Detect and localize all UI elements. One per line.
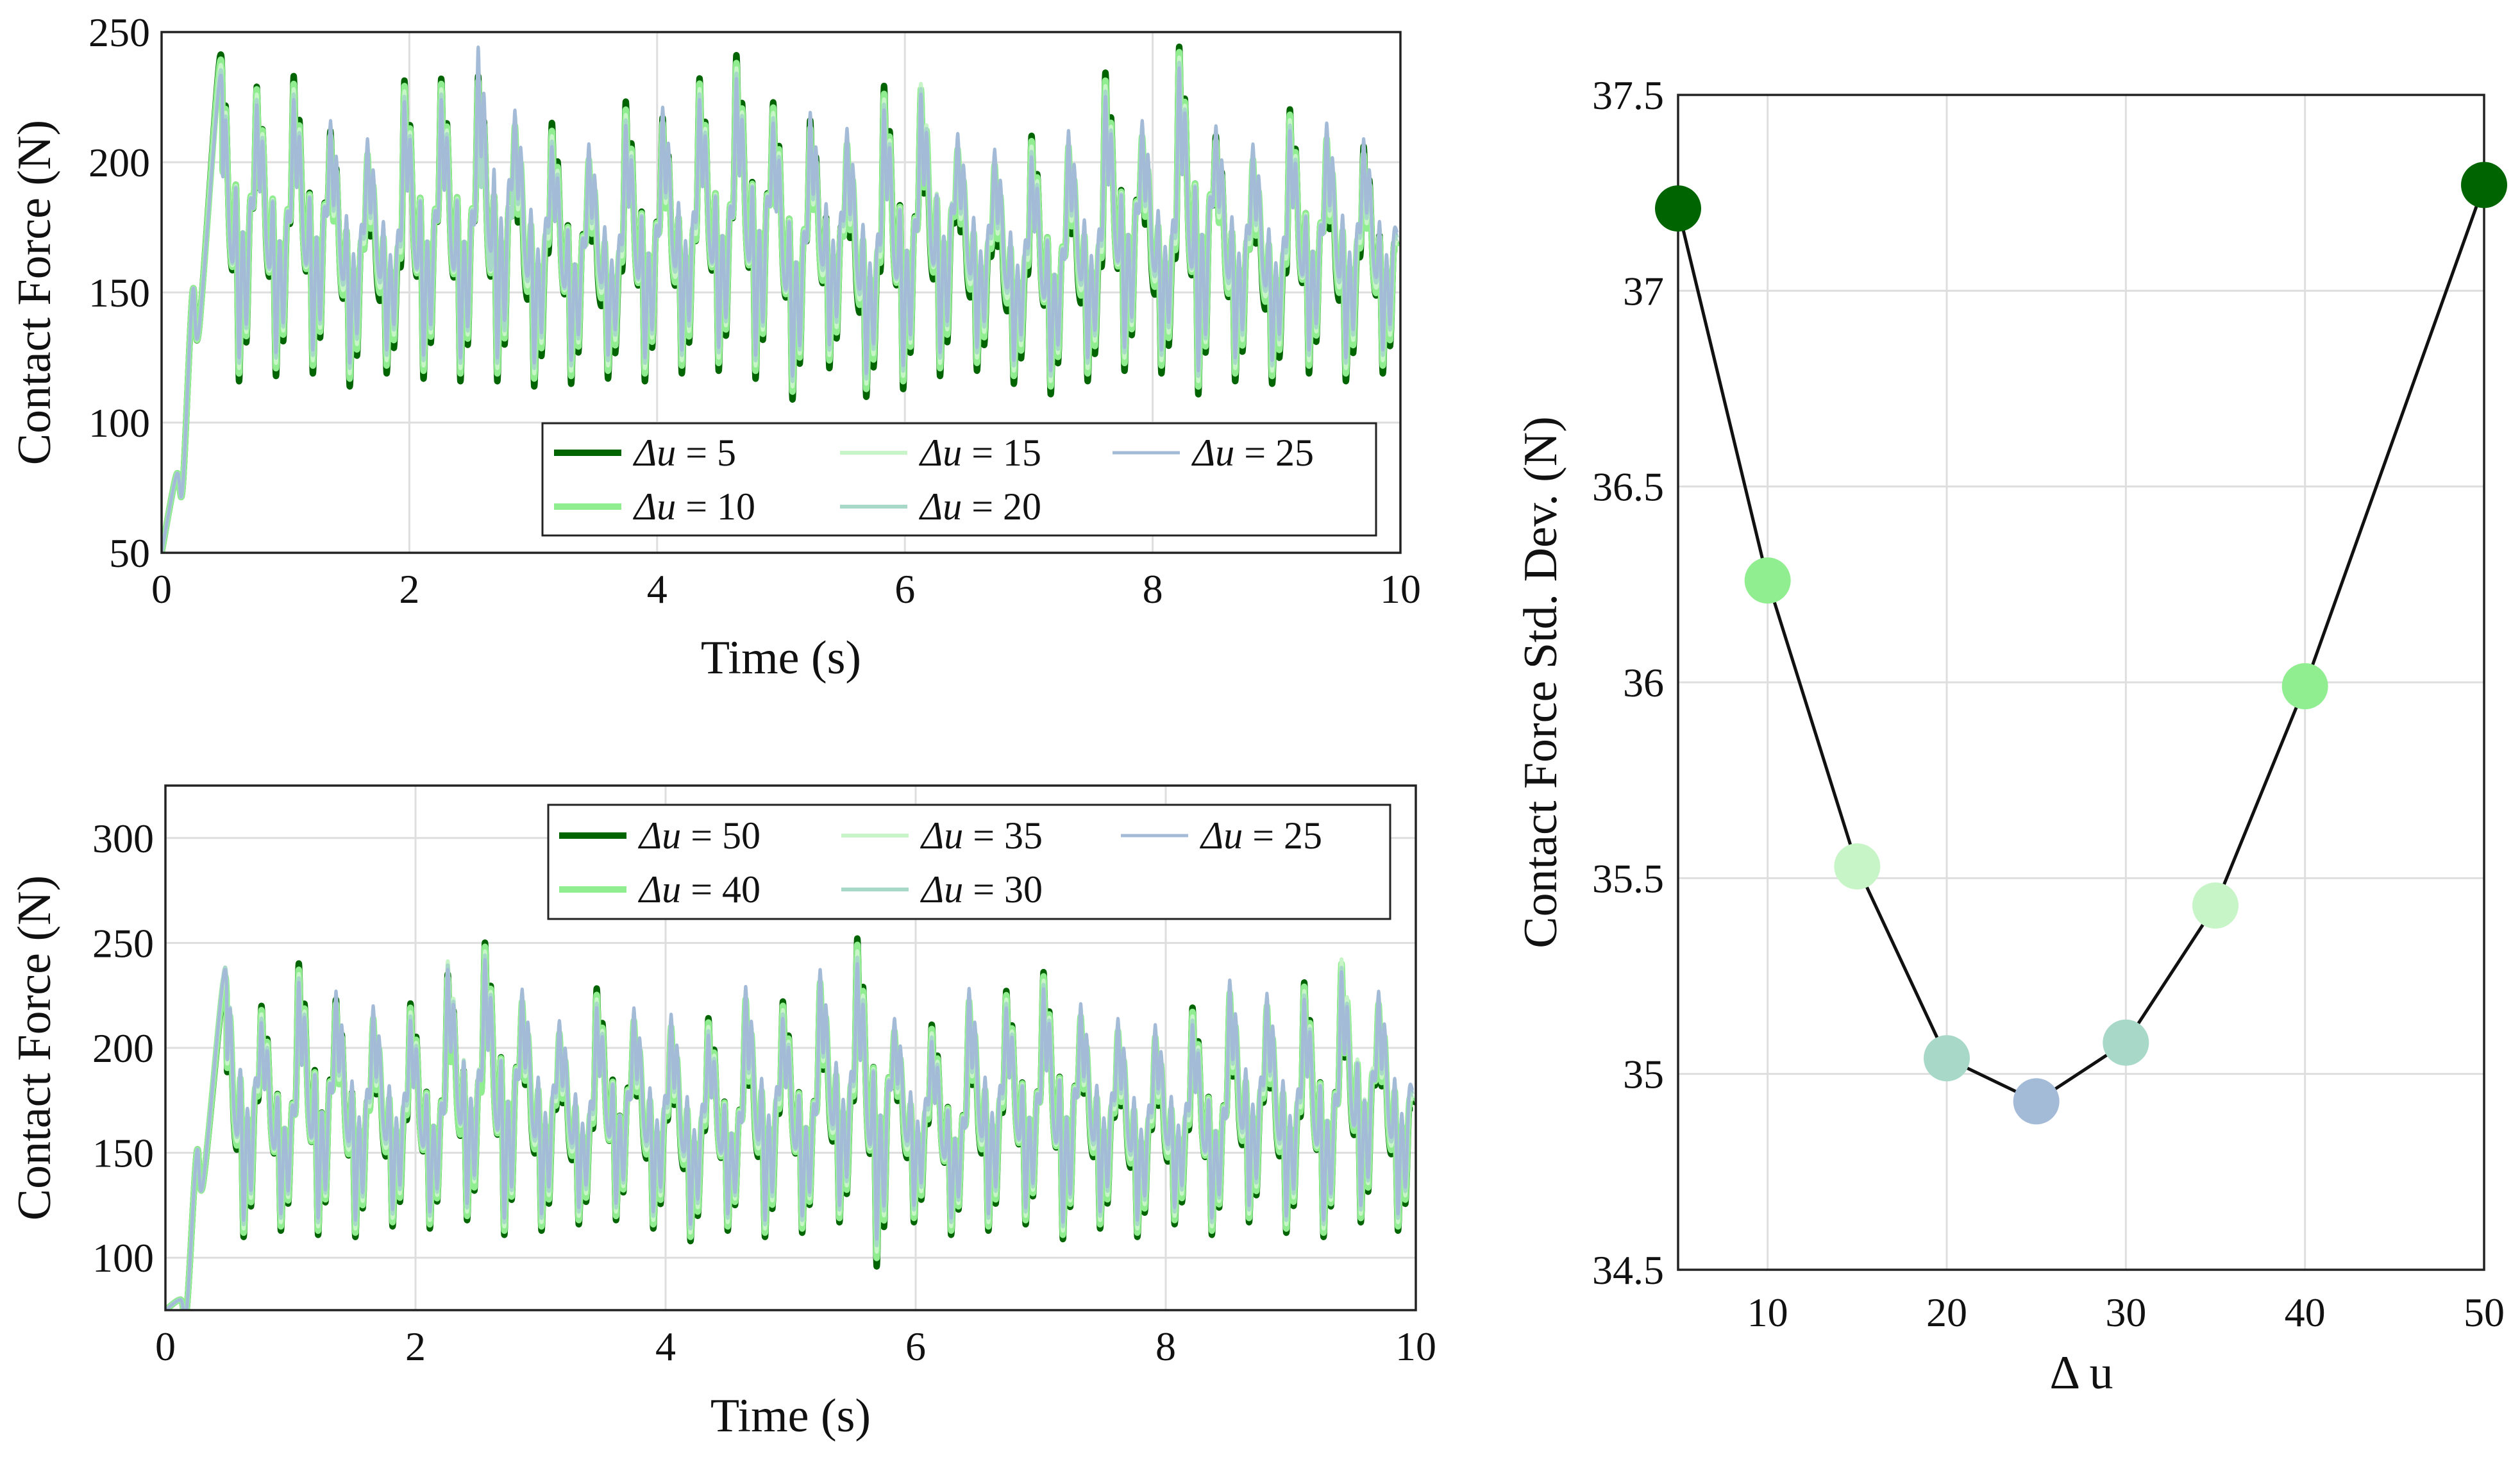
legend-label: Δu = 15 [919,432,1041,474]
x-tick-label: 8 [1143,566,1163,612]
y-axis-label: Contact Force Std. Dev. (N) [1515,416,1567,948]
data-point-0 [1655,185,1701,232]
y-tick-label: 35 [1623,1052,1664,1097]
axes-frame [160,31,1402,554]
x-tick-label: 10 [1747,1290,1788,1335]
x-tick-label: 4 [647,566,668,612]
legend: Δu = 5 Δu = 10 Δu = 15 Δu = 20 Δu = 25 [541,422,1377,537]
legend-label: Δu = 35 [920,814,1043,857]
x-tick-label: 20 [1926,1290,1967,1335]
series-line-4 [162,46,1399,553]
y-tick-label: 36 [1623,660,1664,705]
x-tick-labels: 0 2 4 6 8 10 [155,1324,1436,1369]
y-tick-label: 250 [88,10,150,55]
x-tick-label: 10 [1380,566,1421,612]
x-tick-label: 2 [399,566,419,612]
legend-label: Δu = 20 [919,485,1041,528]
legend-label: Δu = 50 [638,814,760,857]
series-group [162,44,1400,553]
x-tick-label: 10 [1395,1324,1436,1369]
legend-label: Δu = 40 [638,868,760,911]
data-point-7 [2281,663,2328,710]
legend-label: Δu = 10 [633,485,755,528]
y-tick-label: 35.5 [1592,855,1664,901]
data-points [1655,162,2507,1125]
legend-entries: Δu = 50 Δu = 40 Δu = 35 Δu = 30 Δu = 25 [559,814,1322,911]
y-tick-label: 200 [88,140,150,185]
x-tick-label: 40 [2285,1290,2326,1335]
chart-bottom-left: 0 2 4 6 8 10 100 150 200 250 300 Time (s) Contact… [8,784,1436,1442]
y-tick-labels: 34.5 35 35.5 36 36.5 37 37.5 [1592,72,1664,1293]
data-point-5 [2103,1019,2149,1066]
y-tick-label: 36.5 [1592,464,1664,510]
chart-right: 10 20 30 40 50 34.5 35 35.5 36 36.5 37 37.5 Δ u Co… [1515,72,2507,1399]
y-tick-label: 250 [92,920,154,966]
x-axis-label: Time (s) [701,632,861,684]
y-tick-label: 34.5 [1592,1247,1664,1293]
data-point-1 [1744,557,1791,604]
chart-top-left: 0 2 4 6 8 10 50 100 150 200 250 Time (s) Contact … [8,10,1421,684]
legend-label: Δu = 25 [1200,814,1322,857]
y-tick-label: 37.5 [1592,72,1664,118]
data-point-2 [1834,843,1881,890]
data-point-4 [2013,1078,2060,1125]
x-tick-label: 30 [2105,1290,2146,1335]
y-tick-label: 150 [88,270,150,316]
legend-label: Δu = 5 [633,432,736,474]
x-axis-label: Time (s) [710,1390,871,1442]
x-tick-label: 0 [151,566,172,612]
y-axis-label: Contact Force (N) [8,120,61,465]
y-tick-label: 50 [109,530,150,576]
x-tick-label: 6 [905,1324,926,1369]
y-tick-label: 100 [88,400,150,446]
x-tick-label: 50 [2464,1290,2505,1335]
y-tick-label: 100 [92,1235,154,1281]
data-point-6 [2192,882,2239,929]
legend-box [541,422,1377,537]
y-tick-label: 150 [92,1131,154,1176]
x-tick-label: 4 [655,1324,676,1369]
x-tick-labels: 0 2 4 6 8 10 [151,566,1421,612]
y-tick-label: 37 [1623,268,1664,314]
x-axis-label: Δ u [2049,1347,2113,1399]
legend-label: Δu = 25 [1191,432,1314,474]
y-axis-label: Contact Force (N) [8,875,61,1220]
legend: Δu = 50 Δu = 40 Δu = 35 Δu = 30 Δu = 25 [547,804,1391,920]
legend-box [547,804,1391,920]
y-tick-labels: 100 150 200 250 300 [92,816,154,1281]
x-tick-label: 0 [155,1324,176,1369]
data-point-8 [2461,162,2507,208]
y-tick-label: 200 [92,1025,154,1071]
x-tick-label: 2 [405,1324,426,1369]
data-point-3 [1924,1035,1970,1082]
legend-label: Δu = 30 [920,868,1043,911]
x-tick-label: 6 [895,566,915,612]
series-line-4 [165,958,1415,1310]
axes-frame [164,784,1417,1311]
x-tick-label: 8 [1155,1324,1176,1369]
x-tick-labels: 10 20 30 40 50 [1747,1290,2505,1335]
y-tick-label: 300 [92,816,154,861]
series-group [165,935,1416,1310]
legend-entries: Δu = 5 Δu = 10 Δu = 15 Δu = 20 Δu = 25 [554,432,1314,528]
axes-frame [1677,94,2485,1271]
y-tick-labels: 50 100 150 200 250 [88,10,150,576]
